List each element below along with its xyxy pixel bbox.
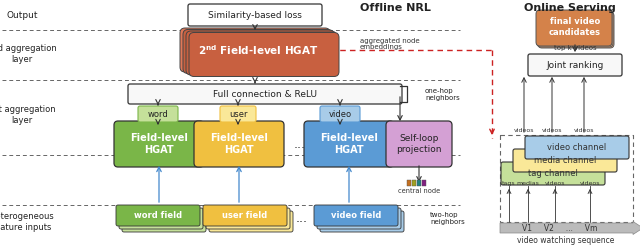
Text: top k videos: top k videos — [554, 45, 596, 51]
Text: tags: tags — [502, 181, 516, 185]
FancyBboxPatch shape — [538, 12, 614, 48]
FancyBboxPatch shape — [314, 205, 398, 226]
Bar — [500, 135, 633, 222]
Text: Output: Output — [6, 11, 38, 20]
Text: V1     V2     ...     Vm: V1 V2 ... Vm — [522, 223, 598, 233]
Text: two-hop
neighbors: two-hop neighbors — [430, 211, 465, 224]
Text: 1st aggregation
layer: 1st aggregation layer — [0, 105, 55, 125]
Bar — [407, 180, 411, 186]
FancyBboxPatch shape — [317, 208, 401, 229]
Text: video: video — [328, 110, 351, 119]
FancyBboxPatch shape — [189, 33, 339, 76]
Text: video channel: video channel — [547, 143, 607, 152]
FancyBboxPatch shape — [186, 31, 336, 75]
Text: final video
candidates: final video candidates — [549, 17, 601, 37]
Text: Similarity-based loss: Similarity-based loss — [208, 11, 302, 20]
Text: Offline NRL: Offline NRL — [360, 3, 431, 13]
FancyBboxPatch shape — [320, 211, 404, 232]
FancyBboxPatch shape — [386, 121, 452, 167]
Text: Field-level
HGAT: Field-level HGAT — [130, 133, 188, 155]
Text: Field-level
HGAT: Field-level HGAT — [320, 133, 378, 155]
FancyBboxPatch shape — [116, 205, 200, 226]
Text: aggregated node
embeddings: aggregated node embeddings — [360, 37, 420, 50]
FancyBboxPatch shape — [114, 121, 204, 167]
Text: Full connection & ReLU: Full connection & ReLU — [213, 89, 317, 98]
FancyBboxPatch shape — [501, 162, 605, 185]
FancyBboxPatch shape — [513, 149, 617, 172]
Text: Joint ranking: Joint ranking — [547, 61, 604, 70]
Bar — [412, 180, 416, 186]
FancyBboxPatch shape — [128, 84, 402, 104]
Text: medias: medias — [516, 181, 540, 185]
FancyBboxPatch shape — [304, 121, 394, 167]
Text: Online Serving: Online Serving — [524, 3, 616, 13]
Text: ...: ... — [296, 211, 308, 224]
Text: Field-level
HGAT: Field-level HGAT — [210, 133, 268, 155]
Text: user field: user field — [222, 211, 268, 220]
FancyBboxPatch shape — [220, 106, 256, 122]
Text: one-hop
neighbors: one-hop neighbors — [425, 87, 460, 100]
Text: central node: central node — [398, 188, 440, 194]
Text: ...: ... — [294, 137, 306, 150]
FancyBboxPatch shape — [194, 121, 284, 167]
FancyBboxPatch shape — [119, 208, 203, 229]
Text: videos: videos — [514, 127, 534, 133]
Text: 2nd aggregation
layer: 2nd aggregation layer — [0, 44, 57, 64]
FancyArrow shape — [500, 221, 640, 234]
FancyBboxPatch shape — [138, 106, 178, 122]
Text: tag channel: tag channel — [528, 169, 578, 178]
FancyBboxPatch shape — [536, 10, 612, 46]
Text: word field: word field — [134, 211, 182, 220]
FancyBboxPatch shape — [183, 29, 333, 74]
FancyBboxPatch shape — [203, 205, 287, 226]
Text: $\mathbf{2^{nd}}$ Field-level HGAT: $\mathbf{2^{nd}}$ Field-level HGAT — [198, 43, 318, 57]
Text: videos: videos — [573, 127, 595, 133]
Text: video field: video field — [331, 211, 381, 220]
FancyBboxPatch shape — [188, 4, 322, 26]
FancyBboxPatch shape — [206, 208, 290, 229]
FancyBboxPatch shape — [209, 211, 293, 232]
Bar — [417, 180, 421, 186]
Text: media channel: media channel — [534, 156, 596, 165]
Text: videos: videos — [541, 127, 563, 133]
Text: Heterogeneous
feature inputs: Heterogeneous feature inputs — [0, 212, 54, 232]
Bar — [422, 180, 426, 186]
Text: user: user — [228, 110, 247, 119]
Text: video watching sequence: video watching sequence — [517, 235, 614, 245]
FancyBboxPatch shape — [320, 106, 360, 122]
Text: videos: videos — [545, 181, 565, 185]
Text: word: word — [148, 110, 168, 119]
Text: videos: videos — [580, 181, 600, 185]
FancyBboxPatch shape — [122, 211, 206, 232]
Text: Self-loop
projection: Self-loop projection — [396, 134, 442, 154]
FancyBboxPatch shape — [528, 54, 622, 76]
FancyBboxPatch shape — [525, 136, 629, 159]
FancyBboxPatch shape — [180, 28, 330, 72]
FancyBboxPatch shape — [537, 11, 613, 47]
